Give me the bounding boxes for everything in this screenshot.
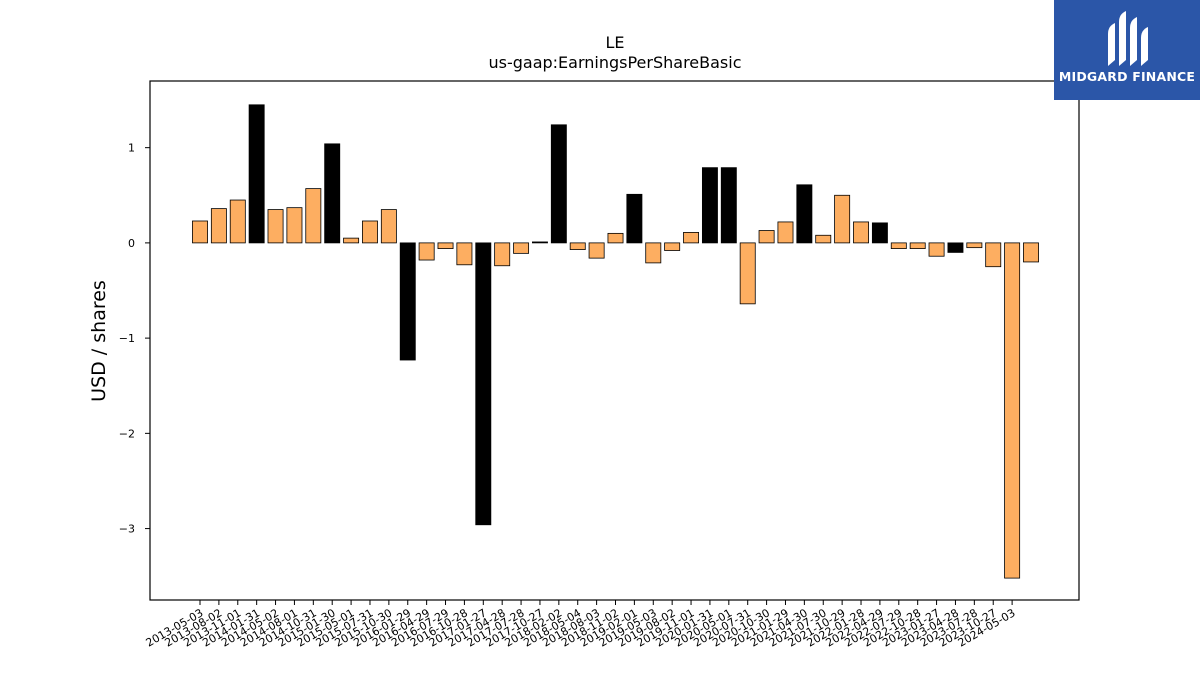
bar — [229, 199, 246, 244]
bar — [494, 242, 511, 267]
bar — [513, 242, 530, 254]
y-tick-label: 0 — [128, 237, 135, 250]
bar — [664, 242, 681, 251]
bar — [380, 209, 397, 244]
y-tick-label: −3 — [119, 523, 135, 536]
bar — [362, 220, 378, 244]
bar — [871, 222, 888, 244]
bar — [1004, 242, 1021, 579]
y-tick-label: −2 — [119, 427, 135, 440]
bar — [324, 143, 341, 244]
bar — [437, 242, 454, 249]
bar — [607, 232, 624, 244]
y-tick-label: −1 — [119, 332, 135, 345]
bar — [853, 221, 869, 244]
bar — [701, 167, 718, 244]
bar — [758, 230, 775, 244]
bar — [645, 242, 662, 264]
chart-title: LE — [605, 33, 624, 52]
bar — [626, 193, 643, 244]
bar — [909, 242, 926, 249]
bar — [947, 242, 964, 253]
bar — [890, 242, 907, 249]
bar — [720, 167, 737, 244]
y-axis-ticks: 1 0 −1 −2 −3 — [119, 142, 150, 536]
y-axis-label: USD / shares — [88, 280, 110, 402]
bar — [550, 124, 567, 244]
brand-logo: MIDGARD FINANCE — [1054, 0, 1200, 100]
bar — [739, 242, 756, 305]
bar — [796, 184, 813, 244]
brand-name: MIDGARD FINANCE — [1058, 69, 1196, 84]
bar — [985, 242, 1002, 268]
bar — [777, 221, 794, 244]
bar — [1023, 242, 1039, 263]
bar — [267, 209, 284, 244]
bar — [210, 208, 227, 244]
bar — [248, 104, 265, 244]
bar — [456, 242, 473, 266]
bar — [683, 232, 699, 244]
bar — [532, 241, 548, 244]
bar — [475, 242, 492, 526]
bar — [343, 237, 360, 244]
bar — [928, 242, 945, 257]
bar — [305, 188, 322, 244]
bar — [815, 234, 832, 244]
bar — [966, 242, 983, 249]
bar — [834, 194, 851, 244]
x-axis-ticks: 2013-05-032013-08-022013-11-012014-01-31… — [144, 600, 1018, 650]
chart-subtitle: us-gaap:EarningsPerShareBasic — [488, 53, 741, 72]
bars-group — [192, 104, 1039, 579]
midgard-logo-icon — [1108, 11, 1148, 66]
bar — [569, 242, 586, 250]
bar — [418, 242, 435, 261]
bar — [192, 220, 208, 244]
bar — [399, 242, 416, 361]
bar — [286, 207, 303, 244]
bar — [588, 242, 605, 259]
y-tick-label: 1 — [128, 142, 135, 155]
plot-frame — [149, 80, 1080, 601]
